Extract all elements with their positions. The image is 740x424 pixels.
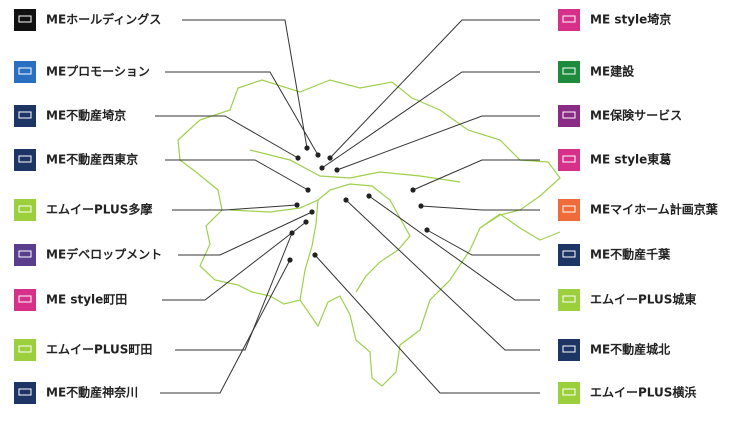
company-icon [558, 244, 580, 266]
company-icon [558, 289, 580, 311]
location-dot [327, 155, 333, 161]
location-dot [343, 197, 349, 203]
company-label: ME style東葛 [590, 152, 671, 167]
icon-mark [562, 15, 576, 23]
location-dot [334, 167, 340, 173]
company-label: エムイーPLUS城東 [590, 292, 696, 307]
company-label: ME不動産神奈川 [46, 385, 138, 400]
leader-line [182, 19, 308, 149]
company-label: エムイーPLUS横浜 [590, 385, 696, 400]
leader-line [420, 205, 540, 211]
icon-mark [562, 345, 576, 353]
icon-mark [562, 205, 576, 213]
icon-mark [562, 155, 576, 163]
company-label: ME不動産西東京 [46, 152, 138, 167]
icon-mark [18, 155, 32, 163]
leader-line [336, 115, 540, 171]
icon-mark [18, 15, 32, 23]
company-label: MEデベロップメント [46, 247, 162, 262]
location-dot [305, 187, 311, 193]
icon-mark [18, 250, 32, 258]
leader-line [178, 211, 313, 256]
company-icon [558, 9, 580, 31]
company-label: MEマイホーム計画京葉 [590, 202, 719, 217]
location-dot [289, 230, 295, 236]
leader-line [345, 199, 540, 351]
location-dot [312, 252, 318, 258]
company-label: ME style町田 [46, 293, 127, 307]
company-icon [558, 199, 580, 221]
location-dot [304, 145, 310, 151]
company-label: MEホールディングス [46, 12, 161, 27]
company-icon [14, 9, 36, 31]
company-icon [558, 149, 580, 171]
leader-line [321, 71, 540, 169]
icon-mark [18, 111, 32, 119]
leader-line [165, 71, 319, 156]
company-label: MEプロモーション [46, 64, 150, 79]
company-label: ME不動産城北 [590, 342, 670, 357]
icon-mark [562, 250, 576, 258]
company-label: エムイーPLUS町田 [46, 343, 152, 357]
company-icon [14, 244, 36, 266]
company-label: ME建設 [590, 64, 635, 79]
icon-mark [18, 388, 32, 396]
company-icon [558, 61, 580, 83]
leader-line [165, 159, 309, 191]
company-icon [558, 339, 580, 361]
location-dot [315, 152, 321, 158]
leader-line [175, 232, 293, 351]
location-dot [295, 155, 301, 161]
leader-line [162, 221, 307, 301]
map-outline [177, 79, 561, 387]
leader-line [368, 195, 540, 301]
icon-mark [18, 205, 32, 213]
company-icon [14, 199, 36, 221]
company-label: エムイーPLUS多摩 [46, 202, 152, 217]
location-dot [424, 227, 430, 233]
company-icon [558, 105, 580, 127]
location-dot [309, 209, 315, 215]
company-icon [14, 105, 36, 127]
icon-mark [562, 388, 576, 396]
icon-mark [562, 295, 576, 303]
icon-mark [18, 295, 32, 303]
leader-line [329, 19, 540, 159]
location-dot [366, 193, 372, 199]
location-dot [418, 203, 424, 209]
icon-mark [18, 67, 32, 75]
company-label: ME style埼京 [590, 12, 671, 27]
leader-line [172, 204, 298, 211]
icon-mark [562, 111, 576, 119]
company-icon [14, 289, 36, 311]
location-dot [287, 257, 293, 263]
location-dot [294, 202, 300, 208]
company-label: ME不動産埼京 [46, 108, 126, 123]
location-dot [303, 219, 309, 225]
location-dot [410, 187, 416, 193]
location-dot [319, 165, 325, 171]
company-icon [14, 149, 36, 171]
company-icon [14, 339, 36, 361]
leader-line [155, 115, 299, 159]
company-icon [558, 382, 580, 404]
icon-mark [18, 345, 32, 353]
leader-line [412, 159, 540, 191]
leader-line [314, 254, 540, 394]
leader-line [160, 259, 291, 394]
company-icon [14, 61, 36, 83]
company-label: ME不動産千葉 [590, 247, 671, 262]
company-label: ME保険サービス [590, 108, 682, 123]
company-icon [14, 382, 36, 404]
icon-mark [562, 67, 576, 75]
leader-line [426, 229, 540, 256]
